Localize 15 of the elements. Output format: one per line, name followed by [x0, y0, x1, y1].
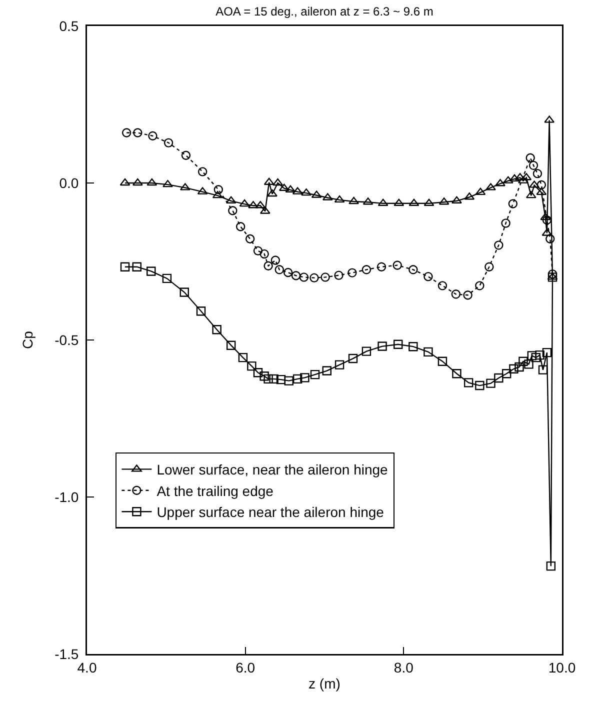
- y-tick-label: -1.5: [54, 646, 79, 662]
- y-tick-label: 0.0: [59, 174, 79, 191]
- y-tick-label: 0.5: [59, 18, 79, 34]
- x-tick-label: 10.0: [548, 659, 576, 676]
- x-tick-label: 4.0: [77, 659, 97, 676]
- x-tick-label: 6.0: [236, 659, 256, 676]
- y-tick-label: -0.5: [54, 332, 79, 348]
- x-axis-title: z (m): [308, 675, 340, 692]
- legend-label: At the trailing edge: [156, 482, 274, 499]
- y-tick-label: -1.0: [54, 488, 79, 505]
- y-axis-title: Cp: [19, 330, 36, 349]
- chart-title: AOA = 15 deg., aileron at z = 6.3 ~ 9.6 m: [216, 4, 434, 19]
- x-tick-label: 8.0: [394, 659, 414, 676]
- legend-label: Lower surface, near the aileron hinge: [156, 462, 388, 478]
- legend-label: Upper surface near the aileron hinge: [156, 504, 384, 520]
